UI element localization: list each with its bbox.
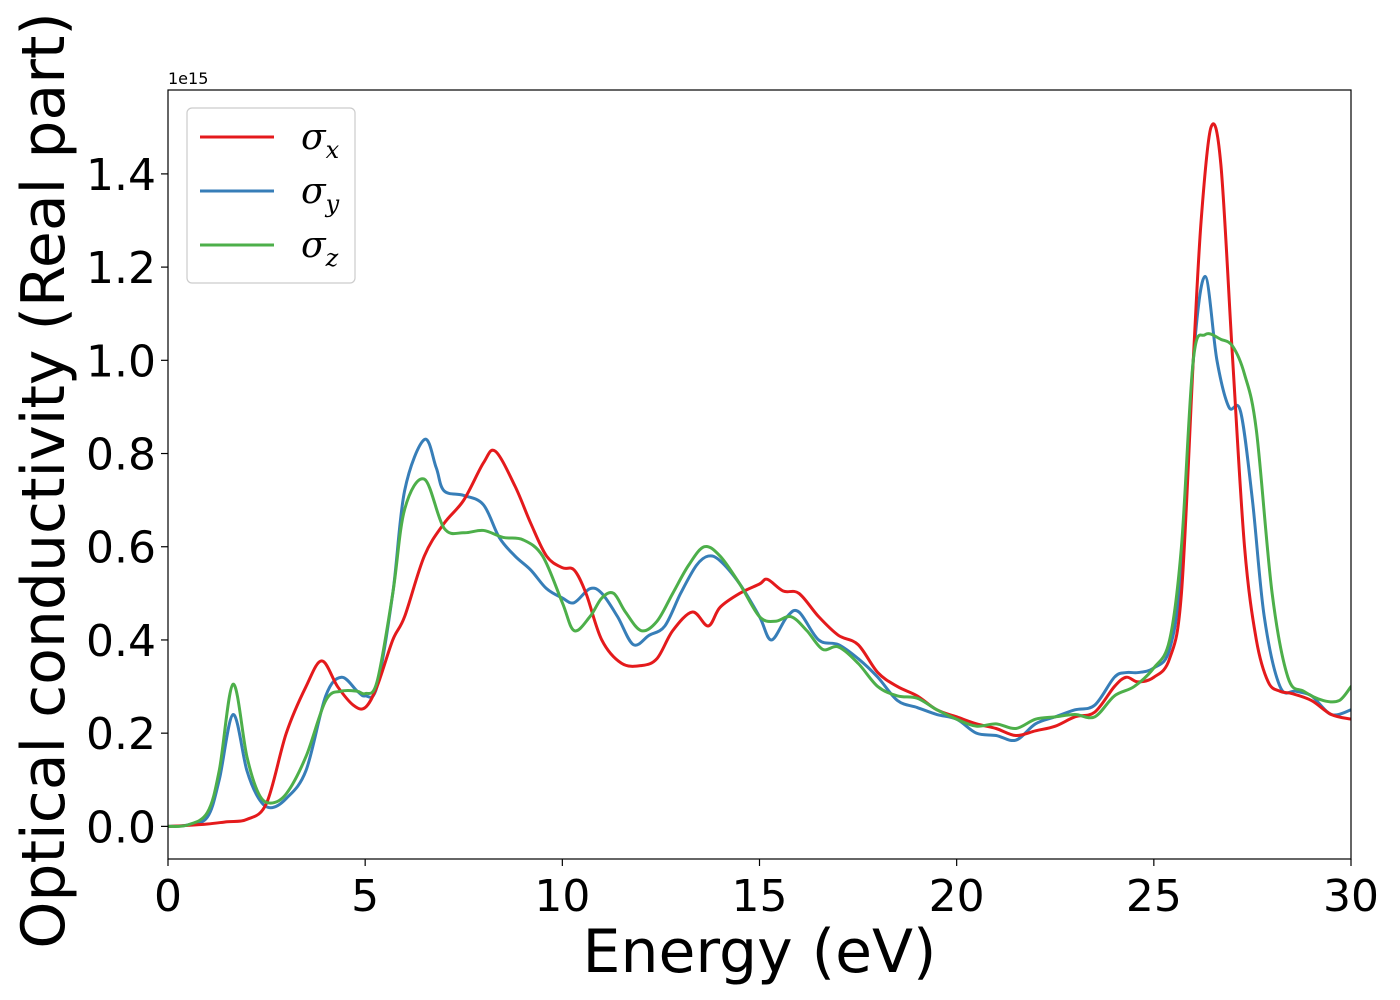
x-tick-label: 15: [732, 871, 788, 922]
series-line-z: [168, 332, 1351, 828]
legend: σx σy σz: [186, 107, 356, 284]
y-tick-label: 0.8: [86, 430, 156, 481]
y-tick-label: 0.6: [86, 523, 156, 574]
y-axis: 0.0 0.2 0.4 0.6 0.8 1.0 1.2 1.4: [86, 150, 168, 853]
legend-label-x: σx: [301, 117, 340, 164]
legend-label-z: σz: [301, 225, 339, 272]
y-offset-text: 1e15: [168, 69, 208, 88]
y-tick-label: 0.2: [86, 709, 156, 760]
x-axis: 0 5 10 15 20 25 30: [154, 859, 1379, 922]
y-tick-label: 0.0: [86, 802, 156, 853]
legend-label-y: σy: [301, 171, 340, 218]
y-tick-label: 0.4: [86, 616, 156, 667]
y-tick-label: 1.2: [86, 243, 156, 294]
x-tick-label: 5: [351, 871, 379, 922]
x-tick-label: 25: [1126, 871, 1182, 922]
x-tick-label: 20: [929, 871, 985, 922]
series-line-x: [168, 122, 1351, 828]
y-axis-title: Optical conductivity (Real part): [9, 12, 79, 949]
y-tick-label: 1.0: [86, 336, 156, 387]
legend-box: [186, 107, 356, 284]
x-tick-label: 30: [1323, 871, 1379, 922]
series-layer: [168, 122, 1351, 828]
y-tick-label: 1.4: [86, 150, 156, 201]
x-axis-title: Energy (eV): [583, 917, 937, 987]
x-tick-label: 10: [534, 871, 590, 922]
x-tick-label: 0: [154, 871, 182, 922]
series-line-y: [168, 274, 1351, 828]
